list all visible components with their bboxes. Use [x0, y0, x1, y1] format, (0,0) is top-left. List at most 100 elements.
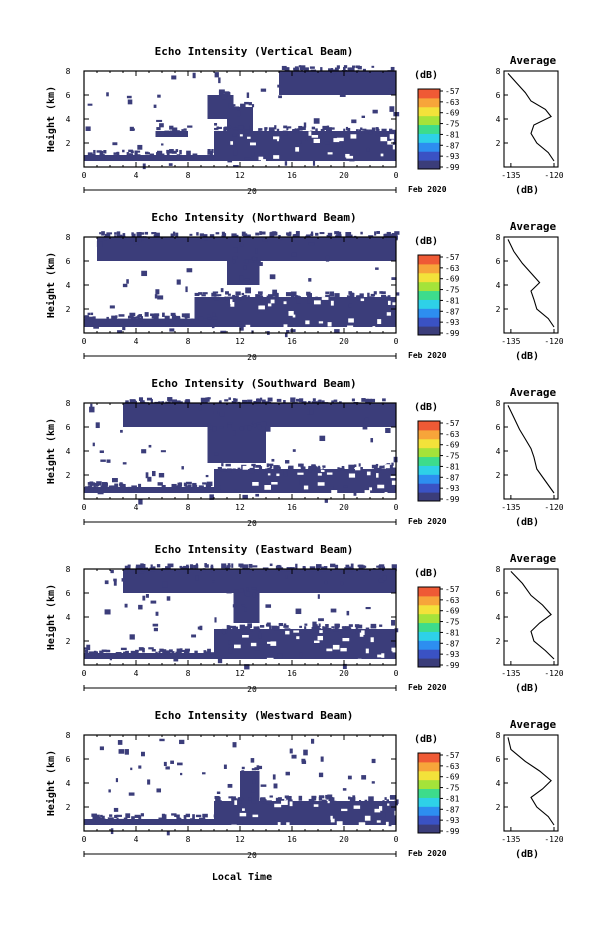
echo-speckle [125, 650, 129, 654]
avg-profile-line [507, 73, 555, 162]
echo-speckle [167, 563, 174, 568]
colorbar-tick-label: -81 [445, 296, 460, 305]
echo-speckle [152, 470, 156, 477]
echo-speckle [256, 260, 261, 264]
echo-speckle [89, 316, 96, 320]
echo-speckle [253, 626, 259, 630]
echo-speckle [106, 459, 111, 463]
avg-profile-line [507, 405, 555, 494]
echo-speckle [357, 624, 363, 629]
echo-gap [374, 808, 381, 813]
echo-speckle [100, 485, 104, 490]
echo-speckle [250, 816, 255, 820]
echo-speckle [246, 92, 250, 98]
echo-gap [376, 473, 379, 478]
echo-gap [353, 805, 361, 809]
echo-speckle [196, 232, 199, 236]
echo-speckle [244, 425, 250, 431]
echo-speckle [265, 426, 271, 432]
echo-speckle [183, 815, 187, 819]
echo-speckle [254, 767, 259, 771]
y-tick-label: 6 [66, 257, 71, 266]
echo-speckle [370, 623, 377, 628]
echo-speckle [306, 402, 311, 407]
echo-gap [364, 490, 371, 495]
echo-speckle [312, 466, 316, 470]
echo-gap [313, 804, 319, 807]
echo-speckle [187, 484, 192, 490]
echo-speckle [198, 292, 203, 295]
echo-speckle [194, 484, 198, 489]
echo-speckle [232, 430, 236, 436]
echo-speckle [186, 564, 189, 569]
echo-speckle [214, 130, 220, 134]
echo-speckle [101, 815, 105, 820]
y-tick-label: 2 [66, 637, 71, 646]
echo-speckle [104, 580, 109, 585]
echo-speckle [218, 89, 225, 94]
echo-gap [317, 635, 324, 641]
echo-speckle [194, 650, 198, 655]
day-label: 20 [247, 851, 257, 860]
echo-speckle [130, 650, 136, 654]
x-tick-label: 20 [339, 503, 349, 512]
echo-speckle [385, 296, 391, 302]
avg-y-tick-label: 6 [496, 589, 501, 598]
echo-speckle [301, 758, 306, 763]
echo-speckle [344, 567, 348, 570]
echo-speckle [227, 422, 233, 425]
echo-speckle [384, 797, 387, 800]
echo-speckle [197, 626, 201, 630]
echo-gap [320, 467, 323, 470]
colorbar-swatch [418, 465, 440, 475]
date-label: Feb 2020 [408, 185, 447, 194]
colorbar-swatch [418, 815, 440, 825]
echo-speckle [290, 291, 297, 297]
colorbar-tick-label: -57 [445, 87, 460, 96]
echo-speckle [89, 406, 95, 413]
echo-speckle [248, 563, 253, 568]
echo-speckle [86, 644, 91, 651]
echo-speckle [330, 608, 337, 613]
echo-speckle [179, 149, 182, 155]
colorbar-swatch [418, 308, 440, 318]
echo-speckle [171, 813, 177, 816]
echo-speckle [329, 127, 335, 130]
echo-speckle [122, 154, 125, 158]
echo-speckle [133, 655, 137, 659]
echo-gap [386, 312, 391, 316]
colorbar-tick-label: -99 [445, 827, 460, 836]
echo-speckle [158, 651, 161, 654]
echo-speckle [207, 648, 211, 653]
echo-speckle [195, 575, 199, 581]
echo-speckle [259, 798, 266, 802]
echo-speckle [107, 817, 114, 821]
avg-profile-line [507, 239, 555, 328]
echo-speckle [137, 144, 143, 150]
echo-speckle [321, 400, 325, 403]
echo-speckle [303, 122, 307, 128]
y-tick-label: 6 [66, 755, 71, 764]
echo-speckle [161, 484, 166, 488]
echo-speckle [274, 626, 280, 631]
echo-speckle [274, 125, 277, 130]
echo-gap [372, 326, 376, 331]
echo-speckle [222, 233, 227, 236]
echo-speckle [260, 231, 266, 235]
echo-speckle [219, 411, 225, 417]
echo-speckle [237, 467, 241, 470]
echo-speckle [171, 651, 175, 655]
echo-speckle [127, 565, 131, 570]
echo-speckle [164, 650, 171, 655]
echo-speckle [325, 291, 330, 295]
colorbar-frame [417, 752, 441, 834]
echo-speckle [105, 233, 111, 237]
echo-speckle [114, 815, 118, 819]
echo-gap [365, 648, 369, 654]
echo-speckle [382, 398, 386, 402]
echo-speckle [220, 288, 224, 293]
echo-speckle [383, 233, 389, 237]
echo-speckle [184, 568, 188, 573]
echo-speckle [116, 151, 119, 155]
echo-speckle [116, 231, 121, 235]
